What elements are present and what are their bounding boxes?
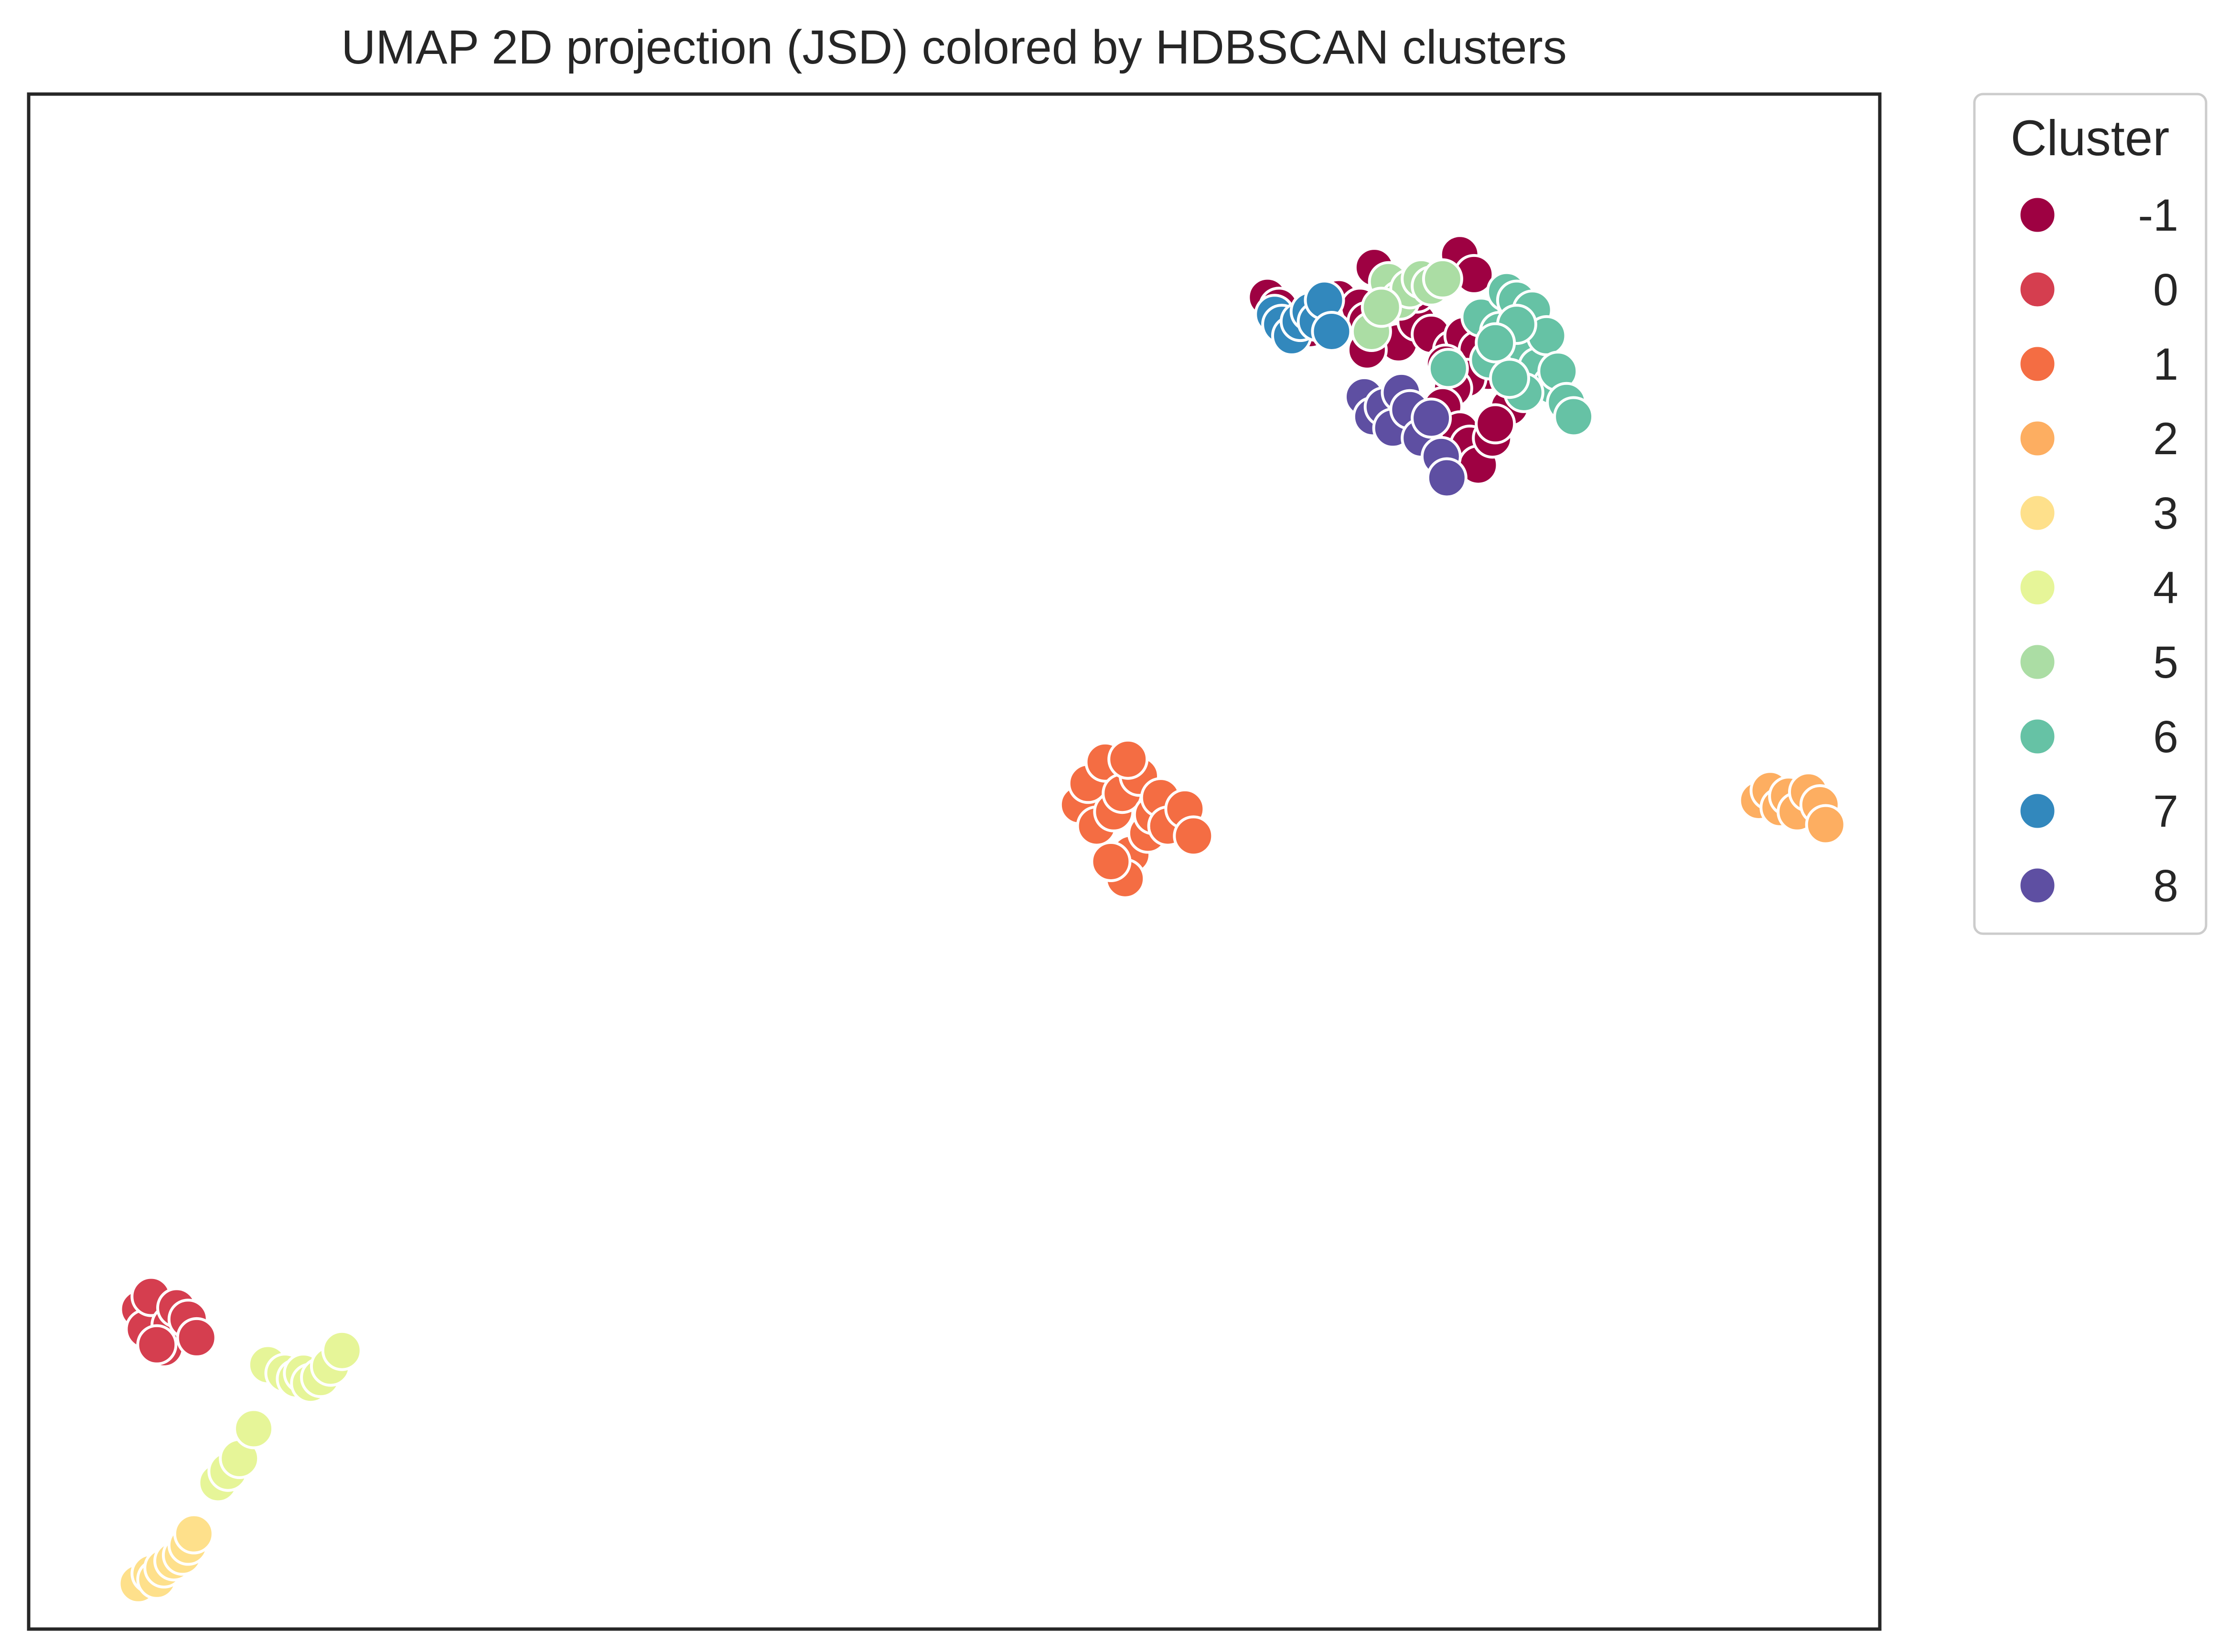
- legend-label-6: 6: [2153, 712, 2178, 762]
- point-cluster-6-13: [1553, 396, 1595, 437]
- legend-marker-5: [2018, 642, 2057, 682]
- legend-label--1: -1: [2138, 190, 2178, 241]
- legend-marker-4: [2018, 568, 2057, 607]
- legend-marker-3: [2018, 493, 2057, 533]
- point-cluster-7-7: [1311, 311, 1352, 352]
- legend-label-5: 5: [2153, 637, 2178, 688]
- legend-label-3: 3: [2153, 488, 2178, 539]
- point-cluster-5-7: [1361, 287, 1402, 328]
- point-cluster-0-8: [136, 1324, 178, 1365]
- legend-marker-1: [2018, 344, 2057, 384]
- point-cluster-8-9: [1426, 457, 1468, 499]
- data-points: [118, 234, 1846, 1604]
- legend-label-7: 7: [2153, 786, 2178, 837]
- legend-marker-2: [2018, 419, 2057, 458]
- point-cluster-1-13: [1173, 815, 1214, 857]
- point-cluster-1-16: [1107, 738, 1149, 780]
- legend-marker-7: [2018, 791, 2057, 831]
- legend-marker-6: [2018, 717, 2057, 756]
- point-cluster-8-7: [1411, 397, 1452, 439]
- point-cluster-1-15: [1090, 841, 1132, 882]
- legend-label-8: 8: [2153, 861, 2178, 911]
- legend-label-1: 1: [2153, 339, 2178, 390]
- point-cluster-6-17: [1475, 322, 1516, 363]
- legend-title: Cluster: [2011, 110, 2170, 166]
- legend-marker--1: [2018, 195, 2057, 234]
- legend-label-2: 2: [2153, 414, 2178, 464]
- legend-label-0: 0: [2153, 265, 2178, 315]
- point-cluster-5-6: [1422, 258, 1463, 299]
- point-cluster-6-0: [1427, 348, 1469, 389]
- point-cluster-4-11: [321, 1330, 363, 1371]
- legend-marker-8: [2018, 866, 2057, 905]
- chart-title: UMAP 2D projection (JSD) colored by HDBS…: [341, 21, 1567, 74]
- point-cluster--1-24: [1475, 403, 1516, 445]
- legend-entries: -1 0 1 2 3 4 5 6 7 8: [2018, 190, 2178, 911]
- point-cluster-0-7: [176, 1317, 217, 1358]
- point-cluster-6-15: [1489, 358, 1530, 399]
- point-cluster-3-7: [173, 1513, 214, 1555]
- point-cluster-2-7: [1805, 804, 1846, 845]
- legend-marker-0: [2018, 270, 2057, 309]
- legend: Cluster -1 0 1 2 3 4 5 6 7 8: [1973, 93, 2208, 935]
- legend-label-4: 4: [2153, 563, 2178, 613]
- point-cluster-4-3: [233, 1408, 274, 1449]
